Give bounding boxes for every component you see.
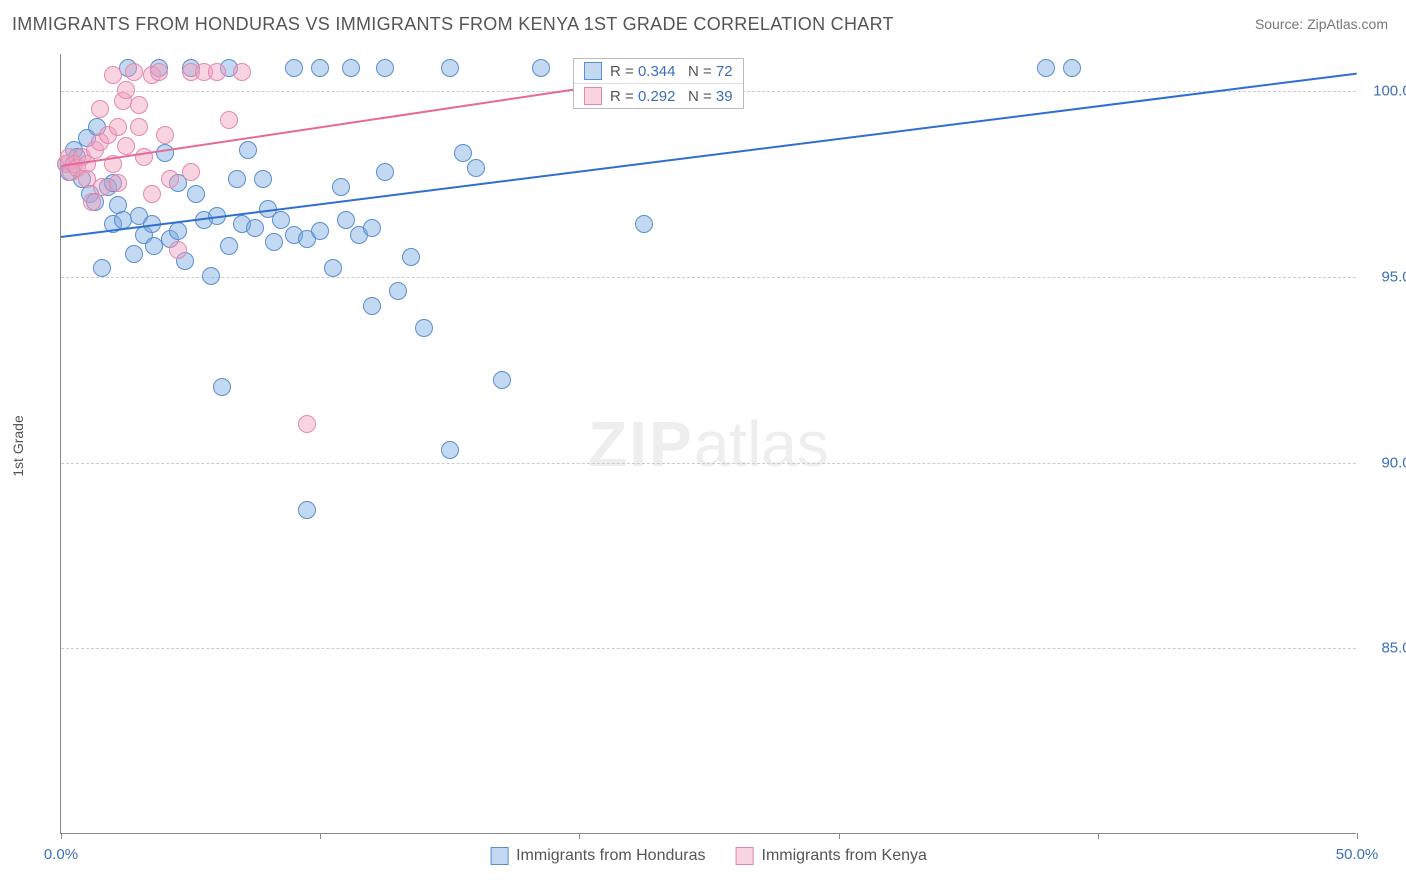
scatter-point xyxy=(156,126,174,144)
scatter-point xyxy=(363,219,381,237)
x-tick-label: 0.0% xyxy=(44,846,78,863)
y-tick-label: 100.0% xyxy=(1373,83,1406,100)
gridline xyxy=(61,648,1356,649)
scatter-point xyxy=(635,215,653,233)
series-legend-label: Immigrants from Kenya xyxy=(762,847,927,865)
y-tick-label: 85.0% xyxy=(1381,640,1406,657)
chart-title: IMMIGRANTS FROM HONDURAS VS IMMIGRANTS F… xyxy=(12,14,894,35)
scatter-point xyxy=(376,163,394,181)
scatter-point xyxy=(342,59,360,77)
scatter-point xyxy=(311,222,329,240)
x-tick xyxy=(579,833,580,839)
correlation-legend: R = 0.344 N = 72 R = 0.292 N = 39 xyxy=(573,58,744,109)
scatter-point xyxy=(150,63,168,81)
scatter-point xyxy=(93,259,111,277)
scatter-point xyxy=(220,111,238,129)
scatter-point xyxy=(441,441,459,459)
legend-swatch xyxy=(490,847,508,865)
scatter-point xyxy=(337,211,355,229)
scatter-point xyxy=(493,371,511,389)
scatter-point xyxy=(233,63,251,81)
x-tick-label: 50.0% xyxy=(1336,846,1379,863)
scatter-point xyxy=(332,178,350,196)
scatter-point xyxy=(109,174,127,192)
correlation-scatter-chart: ZIPatlas 85.0%90.0%95.0%100.0%0.0%50.0%R… xyxy=(60,54,1356,834)
legend-row: R = 0.292 N = 39 xyxy=(574,84,743,108)
scatter-point xyxy=(454,144,472,162)
scatter-point xyxy=(125,63,143,81)
scatter-point xyxy=(402,248,420,266)
scatter-point xyxy=(187,185,205,203)
scatter-point xyxy=(169,222,187,240)
scatter-point xyxy=(363,297,381,315)
chart-header: IMMIGRANTS FROM HONDURAS VS IMMIGRANTS F… xyxy=(0,0,1406,48)
scatter-point xyxy=(130,118,148,136)
scatter-point xyxy=(125,245,143,263)
series-legend-item: Immigrants from Honduras xyxy=(490,847,705,865)
scatter-point xyxy=(109,118,127,136)
scatter-point xyxy=(1063,59,1081,77)
legend-swatch xyxy=(584,87,602,105)
gridline xyxy=(61,463,1356,464)
scatter-point xyxy=(376,59,394,77)
scatter-point xyxy=(83,193,101,211)
scatter-point xyxy=(415,319,433,337)
legend-swatch xyxy=(736,847,754,865)
scatter-point xyxy=(182,163,200,181)
x-tick xyxy=(1098,833,1099,839)
scatter-point xyxy=(532,59,550,77)
series-legend-item: Immigrants from Kenya xyxy=(736,847,927,865)
scatter-point xyxy=(208,63,226,81)
watermark-zip: ZIP xyxy=(588,408,694,480)
scatter-point xyxy=(228,170,246,188)
watermark: ZIPatlas xyxy=(588,407,829,481)
scatter-point xyxy=(117,137,135,155)
scatter-point xyxy=(1037,59,1055,77)
scatter-point xyxy=(202,267,220,285)
scatter-point xyxy=(169,241,187,259)
scatter-point xyxy=(239,141,257,159)
chart-source: Source: ZipAtlas.com xyxy=(1255,16,1388,32)
scatter-point xyxy=(272,211,290,229)
scatter-point xyxy=(324,259,342,277)
series-legend: Immigrants from Honduras Immigrants from … xyxy=(490,847,927,865)
scatter-point xyxy=(104,66,122,84)
legend-row: R = 0.344 N = 72 xyxy=(574,59,743,84)
scatter-point xyxy=(311,59,329,77)
y-tick-label: 90.0% xyxy=(1381,454,1406,471)
legend-text: R = 0.344 N = 72 xyxy=(610,63,733,80)
scatter-point xyxy=(467,159,485,177)
y-axis-label: 1st Grade xyxy=(10,415,26,476)
scatter-point xyxy=(265,233,283,251)
scatter-point xyxy=(91,100,109,118)
x-tick xyxy=(839,833,840,839)
scatter-point xyxy=(156,144,174,162)
scatter-point xyxy=(246,219,264,237)
scatter-point xyxy=(130,96,148,114)
scatter-point xyxy=(117,81,135,99)
x-tick xyxy=(61,833,62,839)
source-prefix: Source: xyxy=(1255,16,1307,32)
scatter-point xyxy=(143,185,161,203)
scatter-point xyxy=(298,501,316,519)
scatter-point xyxy=(285,59,303,77)
scatter-point xyxy=(389,282,407,300)
y-tick-label: 95.0% xyxy=(1381,268,1406,285)
scatter-point xyxy=(213,378,231,396)
scatter-point xyxy=(298,415,316,433)
x-tick xyxy=(1357,833,1358,839)
source-name: ZipAtlas.com xyxy=(1307,16,1388,32)
scatter-point xyxy=(254,170,272,188)
scatter-point xyxy=(161,170,179,188)
gridline xyxy=(61,277,1356,278)
legend-text: R = 0.292 N = 39 xyxy=(610,88,733,105)
scatter-point xyxy=(220,237,238,255)
x-tick xyxy=(320,833,321,839)
watermark-atlas: atlas xyxy=(694,408,829,480)
legend-swatch xyxy=(584,62,602,80)
series-legend-label: Immigrants from Honduras xyxy=(516,847,705,865)
scatter-point xyxy=(441,59,459,77)
